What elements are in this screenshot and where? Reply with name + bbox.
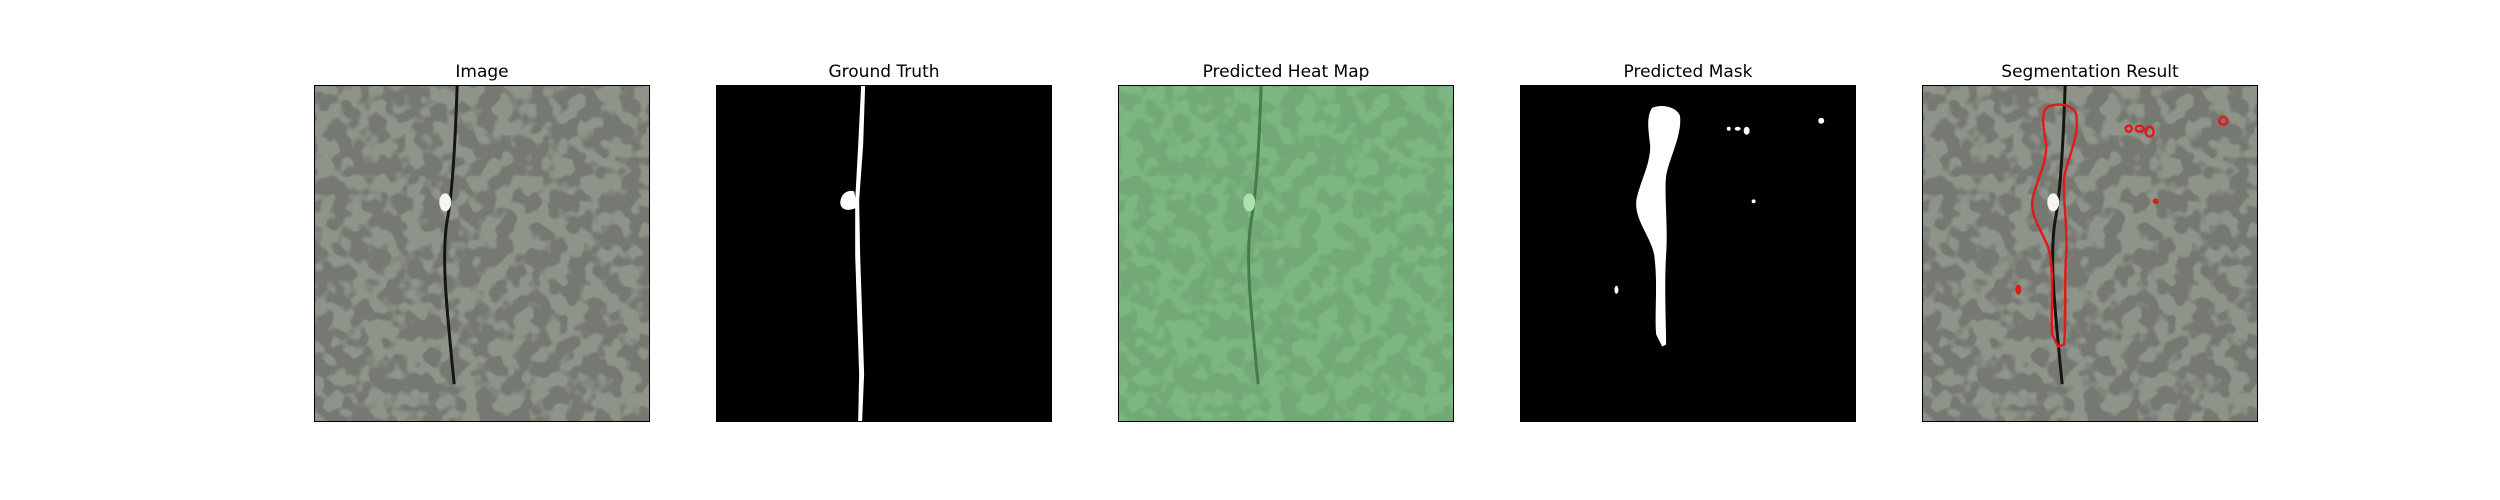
predicted-mask xyxy=(1520,85,1856,422)
panel-title: Segmentation Result xyxy=(2001,62,2179,82)
panel-title: Ground Truth xyxy=(828,62,940,82)
panel-title: Image xyxy=(455,62,509,82)
heat-map-image xyxy=(1118,85,1454,422)
ground-truth-mask xyxy=(716,85,1052,422)
segmentation-result-image xyxy=(1922,85,2258,422)
panel-title: Predicted Mask xyxy=(1623,62,1753,82)
texture-image xyxy=(314,85,650,422)
panel-title: Predicted Heat Map xyxy=(1202,62,1370,82)
